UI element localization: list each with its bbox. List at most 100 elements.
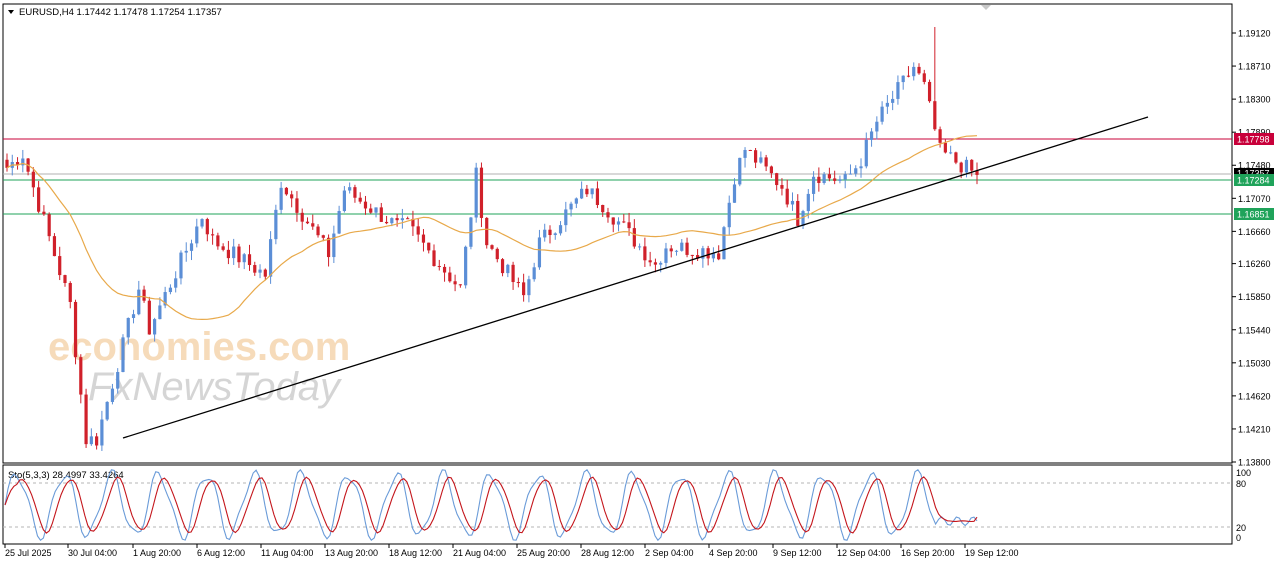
- candle-bull: [732, 184, 737, 203]
- stoch-tick-80: 80: [1236, 479, 1246, 489]
- candle-bear: [47, 214, 51, 237]
- stochastic-signal-line: [4, 476, 978, 534]
- candle-bear: [5, 159, 9, 168]
- y-tick-label: 1.14620: [1238, 391, 1271, 401]
- candle-bear: [764, 157, 768, 167]
- candle-bull: [912, 66, 916, 77]
- stochastic-main-line: [4, 468, 978, 542]
- candle-bear: [326, 237, 331, 258]
- candle-bear: [954, 152, 958, 163]
- x-tick-label: 25 Jul 2025: [5, 548, 52, 558]
- candle-bull: [880, 106, 884, 122]
- watermark: economies.com FxNewsToday: [48, 325, 350, 409]
- candle-bull: [168, 287, 173, 293]
- candle-bear: [775, 173, 779, 186]
- candle-bear: [226, 249, 231, 259]
- ascending-trendline[interactable]: [122, 116, 1149, 439]
- candle-bear: [927, 81, 932, 102]
- moving-average-line: [6, 135, 978, 321]
- symbol-dropdown-icon[interactable]: [8, 10, 14, 14]
- candle-bear: [31, 171, 35, 188]
- candle-bear: [247, 254, 252, 266]
- horizontal-levels: [3, 138, 1232, 215]
- candle-bear: [606, 212, 610, 218]
- candle-bear: [817, 176, 821, 184]
- candle-bull: [116, 372, 120, 389]
- stoch-tick-100: 100: [1236, 468, 1251, 478]
- candle-bull: [885, 102, 889, 107]
- candle-bear: [406, 218, 410, 220]
- candle-bull: [790, 200, 795, 205]
- watermark-line2: FxNewsToday: [88, 365, 343, 409]
- candle-bear: [321, 235, 325, 238]
- price-label-resistance-text: 1.17798: [1237, 135, 1270, 145]
- candle-bear: [780, 185, 784, 189]
- candle-bear: [395, 218, 399, 221]
- candle-bear: [943, 142, 947, 153]
- candle-bear: [917, 66, 921, 74]
- candle-bear: [221, 246, 225, 250]
- candle-bull: [390, 218, 394, 224]
- candle-bull: [258, 269, 262, 273]
- candle-bear: [906, 75, 911, 77]
- candle-bear: [933, 101, 937, 130]
- candle-bear: [511, 264, 515, 283]
- candle-bull: [811, 176, 816, 194]
- x-tick-label: 25 Aug 20:00: [517, 548, 570, 558]
- x-tick-label: 16 Sep 20:00: [901, 548, 955, 558]
- candle-bear: [58, 256, 62, 276]
- candle-bear: [611, 217, 615, 225]
- candle-bear: [295, 198, 299, 213]
- candle-bull: [553, 233, 557, 236]
- x-tick-label: 21 Aug 04:00: [453, 548, 506, 558]
- y-tick-label: 1.17070: [1238, 194, 1271, 204]
- candle-bear: [959, 162, 963, 173]
- candle-bear: [448, 272, 452, 282]
- stoch-tick-20: 20: [1236, 523, 1246, 533]
- candle-bull: [137, 289, 141, 315]
- y-tick-label: 1.15850: [1238, 292, 1271, 302]
- x-tick-label: 4 Sep 20:00: [709, 548, 758, 558]
- candle-bull: [174, 278, 178, 288]
- candle-bull: [189, 243, 194, 251]
- candle-bear: [263, 269, 267, 277]
- candle-bull: [121, 337, 125, 373]
- x-tick-label: 19 Sep 12:00: [965, 548, 1019, 558]
- y-tick-label: 1.18710: [1238, 62, 1271, 72]
- candle-bear: [379, 207, 383, 222]
- chart-shift-marker[interactable]: [981, 5, 991, 10]
- candle-bull: [738, 157, 742, 185]
- candle-bear: [490, 245, 494, 249]
- candle-bear: [421, 234, 426, 243]
- candle-bear: [827, 174, 831, 179]
- candle-bear: [442, 266, 447, 273]
- candle-bear: [290, 194, 294, 199]
- price-label-resistance: 1.17798: [1234, 133, 1274, 145]
- candle-bull: [759, 157, 763, 163]
- candle-bull: [163, 292, 167, 306]
- price-axis: 1.19120 1.18710 1.18300 1.17890 1.17480 1.170…: [1232, 29, 1271, 468]
- candle-bull: [896, 82, 900, 99]
- candle-bull: [195, 226, 199, 244]
- candle-bear: [316, 226, 320, 236]
- candle-bull: [274, 209, 278, 240]
- candle-bear: [753, 150, 758, 163]
- y-tick-label: 1.16660: [1238, 227, 1271, 237]
- stochastic-panel-frame: [2, 464, 1233, 545]
- candle-bear: [68, 283, 72, 302]
- candle-bull: [743, 149, 747, 158]
- candle-bear: [648, 260, 652, 263]
- candle-bear: [253, 265, 257, 273]
- x-tick-label: 28 Aug 12:00: [581, 548, 634, 558]
- candle-bear: [706, 248, 710, 259]
- candle-bull: [806, 193, 810, 212]
- candle-bear: [432, 250, 436, 267]
- candle-bear: [653, 262, 658, 265]
- candle-bear: [427, 242, 431, 251]
- candle-bear: [73, 301, 78, 358]
- candle-bull: [464, 246, 468, 286]
- candle-bull: [100, 419, 104, 446]
- candle-bear: [595, 188, 600, 205]
